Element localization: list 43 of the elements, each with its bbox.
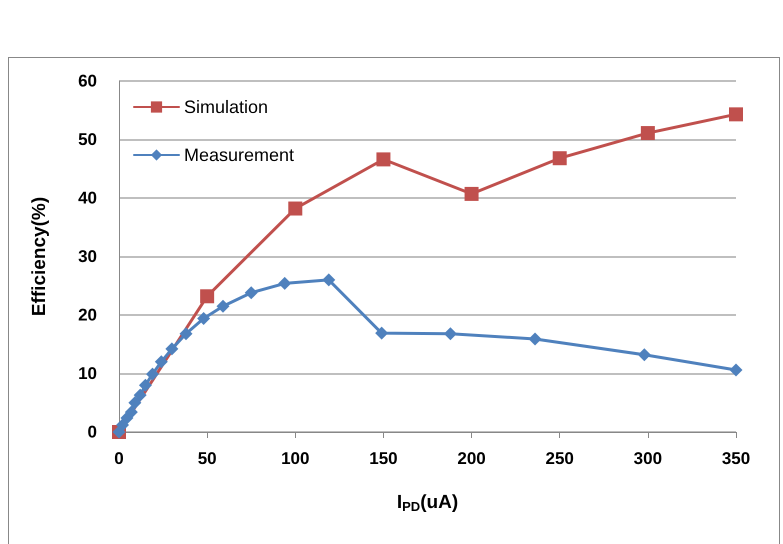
x-tick-label: 200 [457, 449, 486, 468]
point [146, 368, 159, 381]
point [200, 289, 214, 304]
x-tick-label: 350 [722, 449, 750, 468]
point [730, 363, 742, 376]
y-tick-label: 50 [78, 130, 97, 149]
point [640, 126, 655, 140]
x-tick-label: 250 [546, 449, 574, 468]
point [464, 186, 479, 201]
x-tick-label: 150 [369, 449, 398, 468]
point [528, 332, 542, 346]
y-tick-label: 20 [78, 306, 97, 324]
x-tick-label: 50 [198, 449, 217, 468]
x-tick-label: 300 [634, 449, 662, 468]
point [376, 152, 390, 166]
point [216, 300, 230, 313]
y-axis-title: Efficiency(%) [29, 196, 50, 316]
point [288, 202, 302, 216]
y-tick-label: 40 [78, 188, 97, 208]
y-tick-label: 0 [88, 422, 97, 442]
point [244, 286, 258, 300]
point [552, 151, 567, 166]
point [165, 342, 178, 356]
point [138, 378, 152, 392]
legend-label: Simulation [184, 97, 268, 117]
point [322, 273, 336, 286]
point [154, 355, 168, 368]
point [278, 276, 292, 290]
x-tick-label: 100 [281, 449, 310, 468]
point [197, 312, 210, 326]
y-tick-label: 60 [78, 72, 97, 90]
point [638, 348, 651, 362]
x-tick-label: 0 [114, 449, 124, 468]
legend-label: Measurement [184, 145, 294, 165]
point [134, 388, 147, 402]
y-tick-label: 30 [78, 247, 97, 266]
point [375, 326, 388, 340]
y-tick-label: 10 [78, 364, 97, 383]
point [179, 327, 192, 340]
point [729, 107, 743, 122]
point [128, 396, 142, 410]
point [124, 406, 138, 419]
point [444, 327, 457, 340]
